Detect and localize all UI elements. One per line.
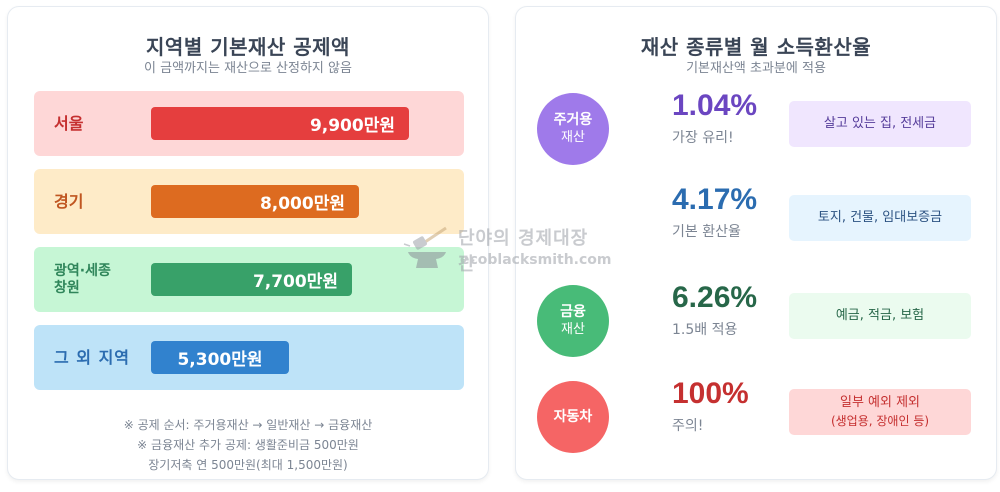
badge-line2: 재산 bbox=[561, 322, 585, 337]
rate-value: 1.04% bbox=[672, 89, 758, 122]
category-badge: 자동차 bbox=[537, 381, 609, 453]
badge-line1: 금융 bbox=[560, 304, 586, 320]
card-subtitle: 이 금액까지는 재산으로 산정하지 않음 bbox=[144, 61, 352, 76]
category-badge: 금융 재산 bbox=[537, 285, 609, 357]
region-row-other: 그 외 지역 5,300만원 bbox=[34, 325, 464, 390]
desc-line2: (생업용, 장애인 등) bbox=[830, 414, 930, 428]
card-title: 지역별 기본재산 공제액 bbox=[146, 35, 350, 59]
badge-line1: 자동차 bbox=[553, 409, 593, 425]
rate-description: 일부 예외 제외 (생업용, 장애인 등) bbox=[789, 389, 971, 435]
footnote-line: 장기저축 연 500만원(최대 1,500만원) bbox=[148, 458, 348, 472]
rate-description: 예금, 적금, 보험 bbox=[789, 293, 971, 339]
desc-line1: 살고 있는 집, 전세금 bbox=[823, 116, 937, 131]
region-label: 경기 bbox=[54, 191, 84, 211]
region-row-gyeonggi: 경기 8,000만원 bbox=[34, 169, 464, 234]
card-subtitle: 기본재산액 초과분에 적용 bbox=[686, 61, 826, 76]
regional-deduction-card: 지역별 기본재산 공제액 이 금액까지는 재산으로 산정하지 않음 서울 9,9… bbox=[7, 6, 489, 480]
region-row-seoul: 서울 9,900만원 bbox=[34, 91, 464, 156]
region-row-metro: 광역·세종 창원 7,700만원 bbox=[34, 247, 464, 312]
card-title: 재산 종류별 월 소득환산율 bbox=[640, 35, 872, 59]
rate-value: 6.26% bbox=[672, 281, 758, 314]
desc-line1: 일부 예외 제외 bbox=[839, 395, 921, 410]
deduction-bar: 7,700만원 bbox=[151, 263, 352, 296]
desc-line1: 토지, 건물, 임대보증금 bbox=[817, 210, 943, 225]
category-badge: 주거용 재산 bbox=[537, 93, 609, 165]
rate-row-financial: 금융 재산 6.26% 1.5배 적용 예금, 적금, 보험 bbox=[516, 279, 998, 359]
footnotes: ※ 공제 순서: 주거용재산 → 일반재산 → 금융재산 ※ 금융재산 추가 공… bbox=[8, 415, 488, 475]
region-label-line2: 창원 bbox=[54, 279, 80, 296]
rate-description: 토지, 건물, 임대보증금 bbox=[789, 195, 971, 241]
rate-note: 가장 유리! bbox=[672, 130, 734, 146]
rate-row-residential: 주거용 재산 1.04% 가장 유리! 살고 있는 집, 전세금 bbox=[516, 87, 998, 167]
income-conversion-card: 재산 종류별 월 소득환산율 기본재산액 초과분에 적용 주거용 재산 1.04… bbox=[515, 6, 997, 480]
footnote-line: ※ 금융재산 추가 공제: 생활준비금 500만원 bbox=[137, 438, 359, 452]
region-label: 광역·세종 창원 bbox=[54, 247, 111, 312]
region-label: 서울 bbox=[54, 113, 84, 133]
rate-note: 주의! bbox=[672, 418, 704, 434]
footnote-line: ※ 공제 순서: 주거용재산 → 일반재산 → 금융재산 bbox=[123, 418, 373, 432]
rate-note: 기본 환산율 bbox=[672, 224, 741, 240]
desc-line1: 예금, 적금, 보험 bbox=[835, 308, 925, 323]
rate-value: 100% bbox=[672, 377, 749, 410]
region-label: 그 외 지역 bbox=[54, 347, 131, 367]
deduction-bar: 8,000만원 bbox=[151, 185, 359, 218]
deduction-bar: 9,900만원 bbox=[151, 107, 409, 140]
rate-note: 1.5배 적용 bbox=[672, 322, 738, 338]
rate-value: 4.17% bbox=[672, 183, 758, 216]
rate-row-general: 4.17% 기본 환산율 토지, 건물, 임대보증금 bbox=[516, 181, 998, 261]
badge-line2: 재산 bbox=[561, 130, 585, 145]
region-label-line1: 광역·세종 bbox=[54, 262, 111, 279]
rate-row-vehicle: 자동차 100% 주의! 일부 예외 제외 (생업용, 장애인 등) bbox=[516, 375, 998, 455]
rate-description: 살고 있는 집, 전세금 bbox=[789, 101, 971, 147]
badge-line1: 주거용 bbox=[553, 112, 593, 128]
deduction-bar: 5,300만원 bbox=[151, 341, 289, 374]
